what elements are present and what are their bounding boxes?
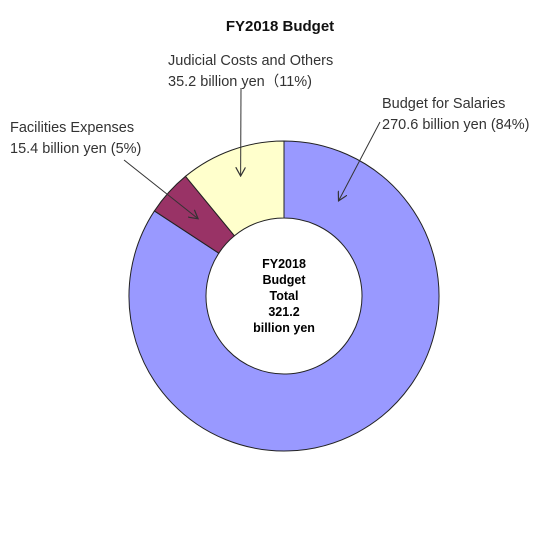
label-facilities-name: Facilities Expenses (10, 120, 135, 136)
slice-budget-for-salaries (128, 140, 440, 452)
leader-salaries (339, 121, 381, 200)
center-line-2: Budget (262, 273, 306, 287)
label-salaries-name: Budget for Salaries (382, 96, 506, 112)
center-line-4: 321.2 (268, 305, 300, 319)
center-line-3: Total (269, 289, 299, 303)
chart-title: FY2018 Budget (225, 18, 335, 35)
center-line-1: FY2018 (262, 257, 306, 271)
center-line-5: billion yen (253, 321, 315, 335)
label-facilities: Facilities Expenses 15.4 billion yen (5%… (10, 118, 141, 160)
label-salaries: Budget for Salaries 270.6 billion yen (8… (382, 94, 530, 136)
label-judicial-name: Judicial Costs and Others (168, 53, 334, 69)
leader-facilities (123, 159, 197, 218)
label-judicial-value: 35.2 billion yen（11%) (168, 74, 313, 90)
label-facilities-value: 15.4 billion yen (5%) (10, 141, 142, 157)
donut-center-label: FY2018 Budget Total 321.2 billion yen (230, 256, 338, 336)
slice-judicial-costs-and-others (184, 140, 285, 237)
label-judicial: Judicial Costs and Others 35.2 billion y… (168, 51, 333, 93)
label-salaries-value: 270.6 billion yen (84%) (382, 117, 530, 133)
